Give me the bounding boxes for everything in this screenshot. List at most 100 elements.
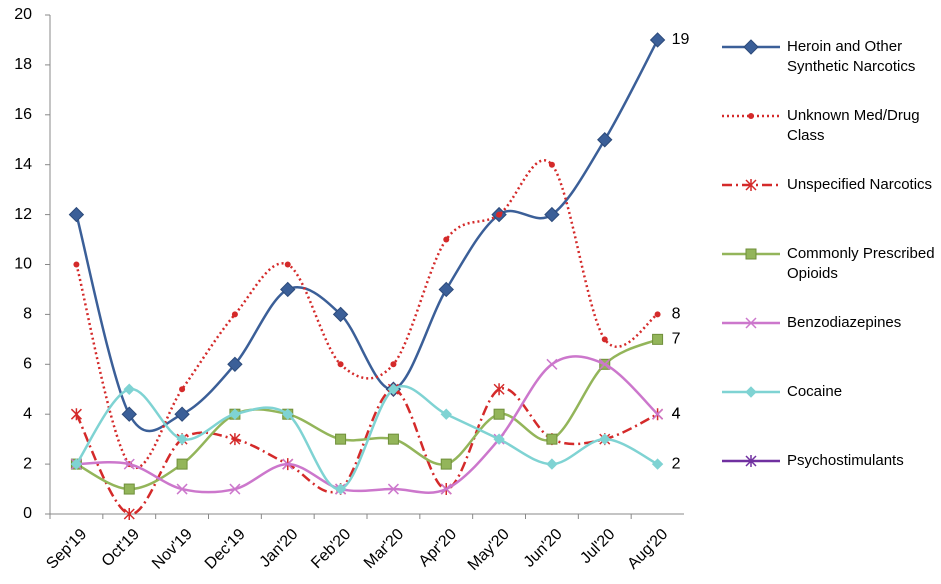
y-tick-label: 0 — [23, 505, 32, 522]
data-point — [335, 433, 347, 445]
data-label: 4 — [672, 405, 681, 422]
data-point — [654, 311, 661, 318]
y-tick-label: 18 — [14, 56, 32, 73]
legend-marker — [745, 455, 757, 467]
legend-marker — [745, 248, 757, 260]
data-point — [231, 311, 238, 318]
x-tick-label: Oct'19 — [99, 526, 143, 570]
data-point — [229, 483, 241, 495]
data-point — [597, 132, 613, 148]
x-tick-label: Jul'20 — [577, 526, 618, 567]
data-point — [440, 458, 452, 470]
data-point — [70, 408, 82, 421]
legend-label: Unspecified Narcotics — [787, 176, 933, 193]
series-line — [75, 159, 659, 469]
series-line — [75, 39, 659, 433]
data-point — [227, 356, 243, 373]
y-tick-label: 10 — [14, 256, 32, 273]
y-tick-label: 12 — [14, 206, 32, 223]
data-label: 4 — [672, 405, 681, 422]
y-tick-label: 14 — [14, 156, 32, 173]
data-point — [440, 408, 452, 420]
x-tick-label: May'20 — [465, 526, 513, 574]
data-point — [390, 361, 397, 368]
y-tick-label: 6 — [23, 356, 32, 373]
x-tick-label: Apr'20 — [416, 526, 460, 570]
data-point — [332, 306, 349, 323]
data-point — [284, 261, 291, 268]
legend-label: Commonly Prescribed Opioids — [787, 245, 935, 282]
data-point — [652, 333, 664, 345]
data-point — [334, 483, 347, 495]
data-point — [496, 211, 503, 218]
x-tick-label: Aug'20 — [624, 526, 671, 573]
y-tick-label: 20 — [14, 6, 32, 23]
data-point — [493, 433, 505, 445]
legend-marker — [748, 113, 754, 119]
data-point — [123, 458, 135, 470]
data-point — [176, 458, 188, 470]
data-label: 7 — [672, 331, 681, 348]
data-point — [387, 383, 400, 395]
data-point — [179, 386, 186, 393]
data-point — [174, 406, 190, 422]
legend-marker — [743, 39, 759, 55]
data-point — [544, 206, 560, 223]
data-point — [548, 161, 555, 168]
data-point — [121, 406, 137, 422]
data-point — [229, 433, 241, 446]
data-point — [443, 236, 450, 243]
data-point — [546, 458, 558, 470]
data-point — [282, 458, 294, 470]
data-point — [282, 408, 294, 420]
y-tick-label: 2 — [23, 455, 32, 472]
x-tick-label: Feb'20 — [308, 526, 354, 572]
data-point — [440, 483, 452, 495]
data-point — [652, 408, 664, 420]
x-tick-label: Jun'20 — [521, 526, 566, 571]
data-point — [651, 458, 664, 470]
series-line — [75, 387, 659, 516]
legend-label: Heroin and Other Synthetic Narcotics — [787, 38, 916, 75]
x-tick-label: Jan'20 — [257, 526, 302, 571]
legend-label: Cocaine — [787, 383, 843, 400]
legend-label: Unknown Med/Drug Class — [787, 107, 920, 144]
y-tick-label: 8 — [23, 306, 32, 323]
data-point — [387, 483, 399, 495]
data-label: 2 — [672, 455, 681, 472]
data-point — [337, 361, 344, 368]
data-point — [70, 458, 83, 470]
data-point — [176, 483, 188, 495]
x-tick-label: Nov'19 — [149, 526, 196, 573]
legend-label: Benzodiazepines — [787, 314, 902, 331]
data-point — [387, 433, 399, 445]
data-point — [493, 408, 505, 420]
data-point — [601, 336, 608, 343]
legend-label: Psychostimulants — [787, 452, 904, 469]
data-point — [123, 508, 135, 520]
y-tick-label: 16 — [14, 106, 32, 123]
data-point — [73, 261, 80, 268]
data-point — [599, 433, 611, 445]
y-tick-label: 4 — [23, 405, 32, 422]
x-tick-label: Mar'20 — [361, 526, 407, 572]
legend-marker — [745, 179, 757, 191]
data-point — [229, 408, 241, 420]
data-point — [546, 358, 558, 370]
data-point — [123, 383, 135, 395]
data-point — [176, 433, 188, 445]
data-label: 8 — [672, 306, 681, 323]
data-point — [123, 483, 135, 495]
legend-marker — [745, 317, 757, 329]
data-point — [493, 383, 505, 396]
data-point — [649, 32, 666, 48]
data-label: 19 — [672, 31, 690, 48]
data-point — [438, 281, 454, 298]
x-tick-label: Dec'19 — [202, 526, 249, 573]
data-point — [599, 358, 611, 370]
data-point — [280, 281, 296, 298]
x-tick-label: Sep'19 — [43, 526, 90, 573]
data-point — [546, 433, 558, 445]
